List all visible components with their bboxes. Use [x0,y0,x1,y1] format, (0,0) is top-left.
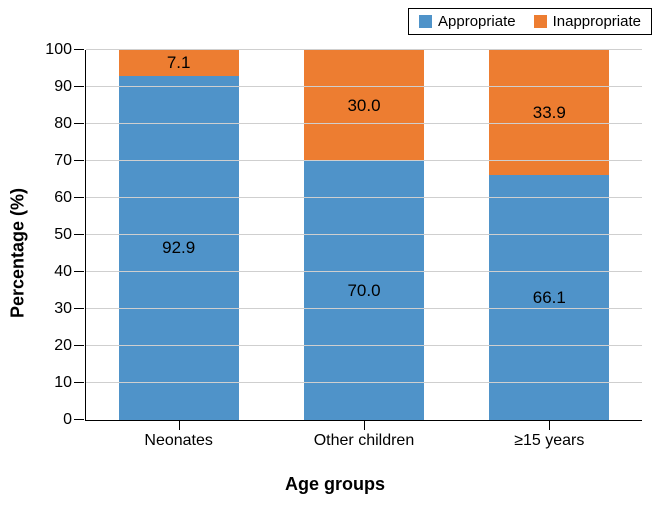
bar-group: 92.97.1Neonates [119,50,239,420]
gridline [86,345,642,346]
bar-group: 66.133.9≥15 years [489,50,609,420]
y-tick-label: 10 [54,374,72,392]
bar-value-label: 66.1 [533,288,566,308]
bar-segment-appropriate: 66.1 [489,175,609,420]
y-tick [74,382,84,383]
x-tick [179,420,180,430]
y-tick [74,49,84,50]
gridline [86,86,642,87]
legend-item-inappropriate: Inappropriate [534,13,641,30]
y-tick-label: 0 [63,411,72,429]
y-tick-label: 80 [54,115,72,133]
bar-value-label: 33.9 [533,103,566,123]
chart-container: Appropriate Inappropriate Percentage (%)… [0,0,670,505]
bar-segment-inappropriate: 7.1 [119,50,239,76]
y-tick-label: 20 [54,337,72,355]
gridline [86,271,642,272]
y-tick-label: 100 [45,41,72,59]
y-tick [74,419,84,420]
y-tick [74,197,84,198]
gridline [86,49,642,50]
y-tick-label: 50 [54,226,72,244]
y-tick [74,345,84,346]
gridline [86,123,642,124]
y-tick-label: 90 [54,78,72,96]
y-tick [74,123,84,124]
y-tick-label: 40 [54,263,72,281]
bars-row: 92.97.1Neonates70.030.0Other children66.… [86,50,642,420]
y-tick [74,234,84,235]
bar-value-label: 7.1 [167,53,191,73]
gridline [86,308,642,309]
x-tick [549,420,550,430]
bar-value-label: 30.0 [347,96,380,116]
gridline [86,234,642,235]
y-tick-label: 60 [54,189,72,207]
y-tick [74,271,84,272]
legend-label-appropriate: Appropriate [438,13,516,30]
y-tick [74,86,84,87]
x-axis-title: Age groups [0,474,670,495]
gridline [86,197,642,198]
x-tick [364,420,365,430]
bar-value-label: 70.0 [347,281,380,301]
y-axis-title: Percentage (%) [8,187,29,317]
bar-value-label: 92.9 [162,238,195,258]
legend: Appropriate Inappropriate [408,8,652,35]
y-tick-label: 30 [54,300,72,318]
y-tick-label: 70 [54,152,72,170]
plot-area: 92.97.1Neonates70.030.0Other children66.… [85,50,642,421]
y-tick [74,160,84,161]
bar-segment-inappropriate: 30.0 [304,50,424,161]
bar-segment-inappropriate: 33.9 [489,50,609,175]
bar-group: 70.030.0Other children [304,50,424,420]
gridline [86,382,642,383]
legend-swatch-inappropriate [534,15,547,28]
legend-label-inappropriate: Inappropriate [553,13,641,30]
x-tick-label: ≥15 years [429,432,669,450]
bar-segment-appropriate: 92.9 [119,76,239,420]
legend-item-appropriate: Appropriate [419,13,516,30]
legend-swatch-appropriate [419,15,432,28]
y-tick [74,308,84,309]
gridline [86,160,642,161]
